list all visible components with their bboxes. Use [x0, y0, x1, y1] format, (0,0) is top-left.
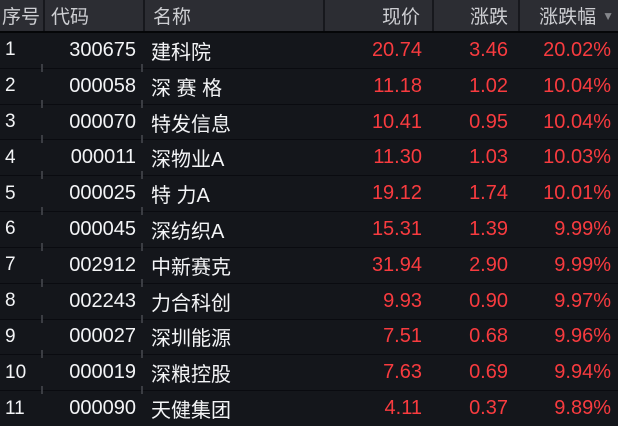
stock-change: 1.39 — [469, 217, 508, 240]
table-row[interactable]: 3 000070 特发信息 10.41 0.95 10.04% — [0, 99, 618, 140]
stock-change: 0.37 — [469, 397, 508, 420]
row-index: 4 — [5, 146, 16, 168]
stock-price: 7.51 — [383, 325, 422, 348]
row-index: 1 — [5, 39, 16, 61]
column-header-seq[interactable]: 序号 — [2, 7, 41, 28]
stock-change-percent: 10.01% — [543, 182, 611, 205]
stock-change: 3.46 — [469, 38, 508, 61]
stock-change-percent: 9.99% — [554, 253, 611, 276]
stock-change-percent: 10.04% — [543, 74, 611, 97]
stock-price: 19.12 — [371, 182, 422, 205]
stock-price: 10.41 — [371, 110, 422, 133]
stock-code: 000019 — [69, 361, 136, 384]
column-header-price[interactable]: 现价 — [323, 0, 432, 31]
table-row[interactable]: 10 000019 深粮控股 7.63 0.69 9.94% — [0, 350, 618, 391]
table-row[interactable]: 11 000090 天健集团 4.11 0.37 9.89% — [0, 386, 618, 426]
column-header-name[interactable]: 名称 — [143, 0, 323, 31]
table-row[interactable]: 4 000011 深物业A 11.30 1.03 10.03% — [0, 135, 618, 176]
stock-code: 000070 — [69, 110, 136, 133]
table-row[interactable]: 7 002912 中新赛克 31.94 2.90 9.99% — [0, 242, 618, 283]
row-index: 7 — [5, 254, 16, 276]
column-header-code[interactable]: 代码 — [43, 0, 143, 31]
stock-change: 1.03 — [469, 146, 508, 169]
stock-change-percent: 9.97% — [554, 289, 611, 312]
stock-code: 002912 — [69, 253, 136, 276]
row-index: 8 — [5, 290, 16, 312]
column-header-change-percent-label: 涨跌幅 — [539, 7, 597, 28]
table-row[interactable]: 2 000058 深 赛 格 11.18 1.02 10.04% — [0, 63, 618, 104]
stock-name: 中新赛克 — [151, 256, 231, 279]
stock-price: 31.94 — [371, 253, 422, 276]
stock-table-body: 1 300675 建科院 20.74 3.46 20.02% 2 000058 … — [0, 33, 618, 426]
row-index: 11 — [5, 397, 25, 419]
stock-code: 000011 — [70, 146, 136, 169]
stock-price: 11.30 — [373, 146, 422, 169]
table-row[interactable]: 8 002243 力合科创 9.93 0.90 9.97% — [0, 278, 618, 319]
stock-code: 000090 — [69, 397, 136, 420]
stock-price: 11.18 — [373, 74, 422, 97]
stock-code: 002243 — [69, 289, 136, 312]
stock-change-percent: 9.89% — [554, 397, 611, 420]
stock-code: 000027 — [69, 325, 136, 348]
stock-price: 4.11 — [384, 397, 422, 420]
table-header-row: 序号 代码 名称 现价 涨跌 涨跌幅 ▼ — [0, 0, 618, 33]
stock-code: 000025 — [69, 182, 136, 205]
stock-change: 1.74 — [469, 182, 508, 205]
row-index: 3 — [5, 111, 16, 133]
stock-change: 0.69 — [469, 361, 508, 384]
stock-change: 0.68 — [469, 325, 508, 348]
stock-price: 20.74 — [371, 38, 422, 61]
stock-name: 深圳能源 — [151, 328, 231, 351]
stock-name: 建科院 — [151, 41, 211, 64]
stock-name: 深物业A — [151, 149, 225, 172]
stock-name: 力合科创 — [151, 292, 231, 315]
stock-name: 深纺织A — [151, 220, 225, 243]
row-index: 2 — [5, 75, 16, 97]
table-row[interactable]: 5 000025 特 力A 19.12 1.74 10.01% — [0, 171, 618, 212]
column-header-change[interactable]: 涨跌 — [432, 0, 518, 31]
stock-change-percent: 9.96% — [554, 325, 611, 348]
stock-price: 9.93 — [383, 289, 422, 312]
stock-name: 深粮控股 — [151, 364, 231, 387]
row-index: 5 — [5, 182, 16, 204]
stock-name: 深 赛 格 — [151, 77, 223, 100]
stock-change: 1.02 — [469, 74, 508, 97]
stock-change: 0.95 — [469, 110, 508, 133]
row-index: 6 — [5, 218, 16, 240]
stock-name: 特 力A — [151, 185, 210, 208]
stock-change-percent: 20.02% — [543, 38, 611, 61]
stock-change-percent: 9.99% — [554, 217, 611, 240]
table-row[interactable]: 6 000045 深纺织A 15.31 1.39 9.99% — [0, 207, 618, 247]
stock-change-percent: 10.04% — [543, 110, 611, 133]
stock-code: 300675 — [69, 38, 136, 61]
stock-change-percent: 9.94% — [554, 361, 611, 384]
table-row[interactable]: 9 000027 深圳能源 7.51 0.68 9.96% — [0, 314, 618, 355]
stock-code: 000058 — [69, 74, 136, 97]
stock-price: 7.63 — [383, 361, 422, 384]
stock-change: 0.90 — [469, 289, 508, 312]
table-row[interactable]: 1 300675 建科院 20.74 3.46 20.02% — [0, 33, 618, 68]
row-index: 9 — [5, 325, 16, 347]
stock-change-percent: 10.03% — [543, 146, 611, 169]
sort-desc-icon[interactable]: ▼ — [602, 8, 614, 23]
stock-price: 15.31 — [371, 217, 422, 240]
stock-code: 000045 — [69, 217, 136, 240]
stock-name: 天健集团 — [151, 400, 231, 423]
stock-name: 特发信息 — [151, 113, 231, 136]
stock-change: 2.90 — [469, 253, 508, 276]
column-header-change-percent[interactable]: 涨跌幅 ▼ — [518, 0, 618, 31]
row-index: 10 — [5, 361, 27, 383]
